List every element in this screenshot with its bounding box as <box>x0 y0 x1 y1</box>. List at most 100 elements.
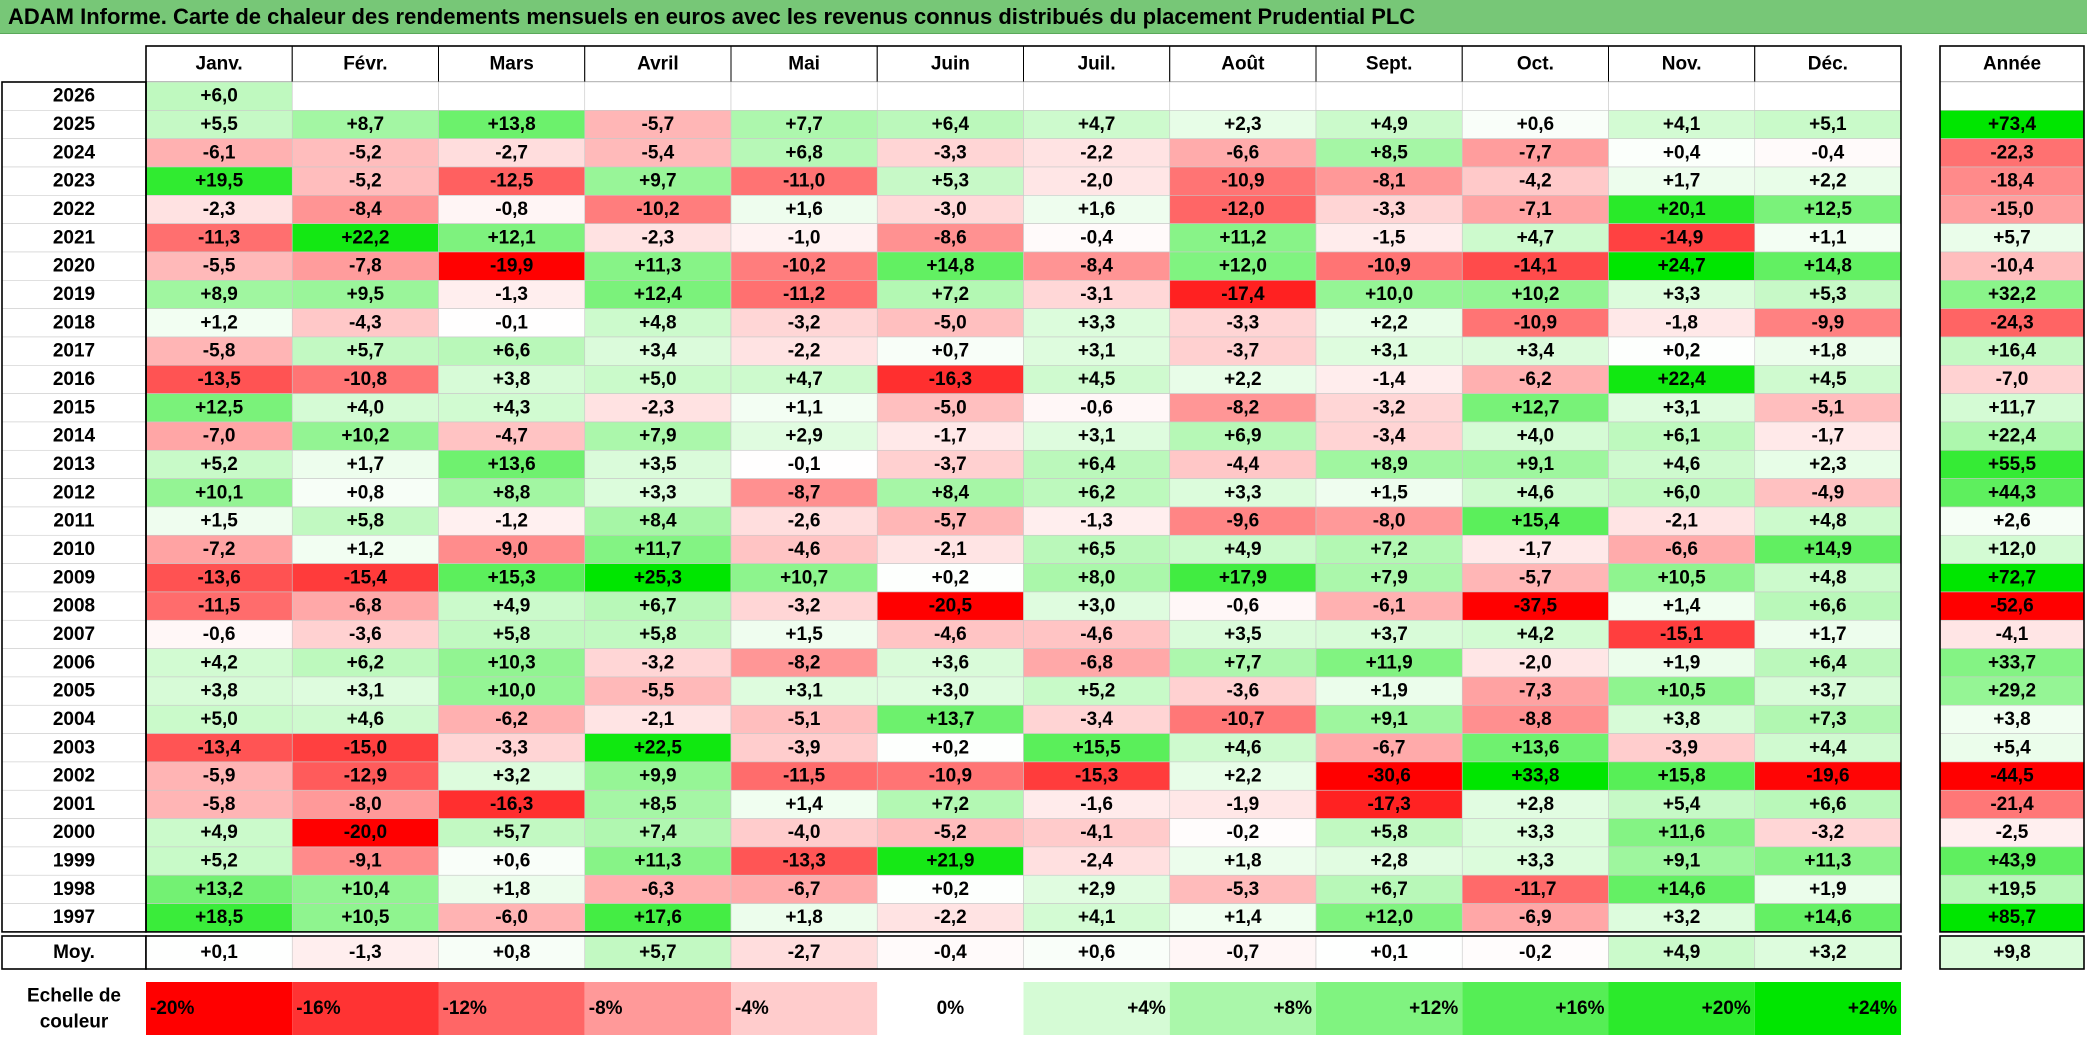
cell-value: -7,0 <box>203 426 236 447</box>
cell-value: -2,6 <box>788 511 821 532</box>
average-row-border <box>145 935 1902 970</box>
cell-value: +1,6 <box>785 199 823 220</box>
cell-value: -37,5 <box>1514 596 1558 617</box>
heatmap-cell <box>145 110 293 139</box>
cell-value: -17,4 <box>1221 284 1265 305</box>
cell-value: -16,3 <box>490 794 533 815</box>
cell-value: -0,4 <box>1812 142 1845 163</box>
year-label-cell <box>1 364 147 394</box>
cell-value: +12,5 <box>195 397 244 418</box>
heatmap-cell <box>1608 478 1756 508</box>
year-label: 2026 <box>53 86 95 107</box>
cell-value: -2,2 <box>788 341 821 362</box>
heatmap-cell <box>1023 846 1171 876</box>
cell-value: +1,5 <box>1370 482 1408 503</box>
annual-cell <box>1939 251 2085 281</box>
heatmap-cell <box>584 789 732 819</box>
cell-value: +1,1 <box>785 397 823 418</box>
cell-value: +1,1 <box>1809 227 1847 248</box>
year-label: 1999 <box>53 851 95 872</box>
cell-value: +6,8 <box>785 142 823 163</box>
heatmap-cell <box>730 676 878 706</box>
cell-value: -1,6 <box>1080 794 1113 815</box>
heatmap-cell <box>1754 733 1902 763</box>
cell-value: +2,9 <box>1078 879 1116 900</box>
cell-value: -3,9 <box>1665 737 1698 758</box>
cell-value: -5,0 <box>934 397 967 418</box>
heatmap-cell <box>438 364 586 394</box>
heatmap-cell <box>1169 818 1317 848</box>
heatmap-cell <box>1461 166 1609 196</box>
year-label: 2000 <box>53 822 95 843</box>
cell-value: +4,5 <box>1078 369 1116 390</box>
cell-value: +4,2 <box>1517 624 1555 645</box>
heatmap-cell <box>291 364 439 394</box>
year-label: 2006 <box>53 652 95 673</box>
year-label-cell <box>1 874 147 904</box>
heatmap-cell <box>584 421 732 451</box>
annual-value: -2,5 <box>1996 822 2029 843</box>
heatmap-cell <box>1169 421 1317 451</box>
heatmap-cell <box>1023 874 1171 904</box>
cell-value: +3,8 <box>1663 709 1701 730</box>
annual-value: +12,0 <box>1988 539 2036 560</box>
scale-stop-label: -16% <box>296 998 340 1019</box>
cell-value: +4,5 <box>1809 369 1847 390</box>
cell-value: +10,7 <box>780 567 828 588</box>
average-value: -2,7 <box>788 942 821 963</box>
year-header-cell <box>1939 45 2085 83</box>
heatmap-cell <box>1023 619 1171 649</box>
heatmap-cell <box>1023 110 1171 139</box>
annual-value: +43,9 <box>1988 851 2036 872</box>
heatmap-cell <box>1315 110 1463 139</box>
cell-value: -1,8 <box>1665 312 1698 333</box>
cell-value: -7,2 <box>203 539 236 560</box>
cell-value: +10,5 <box>1658 567 1707 588</box>
cell-value: +3,1 <box>1663 397 1701 418</box>
cell-value: +4,7 <box>1078 114 1116 135</box>
heatmap-cell <box>1169 789 1317 819</box>
cell-value: +3,2 <box>493 766 531 787</box>
cell-value: -17,3 <box>1367 794 1410 815</box>
heatmap-cell <box>1169 534 1317 564</box>
heatmap-cell <box>584 534 732 564</box>
month-header-label: Sept. <box>1366 54 1412 75</box>
cell-value: -6,7 <box>788 879 821 900</box>
heatmap-cell <box>291 421 439 451</box>
cell-value: -4,4 <box>1227 454 1260 475</box>
cell-value: +6,6 <box>1809 794 1847 815</box>
cell-value: +0,7 <box>932 341 970 362</box>
cell-value: -7,1 <box>1519 199 1552 220</box>
cell-value: -6,1 <box>203 142 236 163</box>
cell-value: -2,1 <box>642 709 675 730</box>
cell-value: +5,0 <box>200 709 238 730</box>
cell-value: +4,2 <box>200 652 238 673</box>
cell-value: -2,3 <box>642 397 675 418</box>
heatmap-cell <box>876 110 1024 139</box>
month-header-cell <box>876 45 1024 83</box>
cell-value: +1,4 <box>1224 907 1262 928</box>
average-value: +3,2 <box>1809 942 1847 963</box>
heatmap-cell <box>1023 280 1171 309</box>
cell-value: +12,0 <box>1219 256 1267 277</box>
heatmap-cell <box>1169 648 1317 678</box>
cell-value: +4,6 <box>1224 737 1262 758</box>
heatmap-cell <box>438 563 586 593</box>
cell-value: +5,4 <box>1663 794 1701 815</box>
cell-value: +7,7 <box>785 114 823 135</box>
cell-value: -11,0 <box>783 171 825 192</box>
cell-value: -5,1 <box>788 709 821 730</box>
year-label-cell <box>1 280 147 309</box>
cell-value: +8,4 <box>932 482 970 503</box>
year-label: 2005 <box>53 681 96 702</box>
annual-value: +32,2 <box>1988 284 2036 305</box>
cell-value: +6,4 <box>1078 454 1116 475</box>
heatmap-cell <box>438 534 586 564</box>
heatmap-cell <box>1315 280 1463 309</box>
year-label: 2023 <box>53 171 95 192</box>
cell-value: +0,2 <box>932 567 970 588</box>
cell-value: -8,2 <box>1227 397 1260 418</box>
cell-value: +7,2 <box>1370 539 1408 560</box>
cell-value: +13,2 <box>195 879 243 900</box>
cell-value: +7,7 <box>1224 652 1262 673</box>
